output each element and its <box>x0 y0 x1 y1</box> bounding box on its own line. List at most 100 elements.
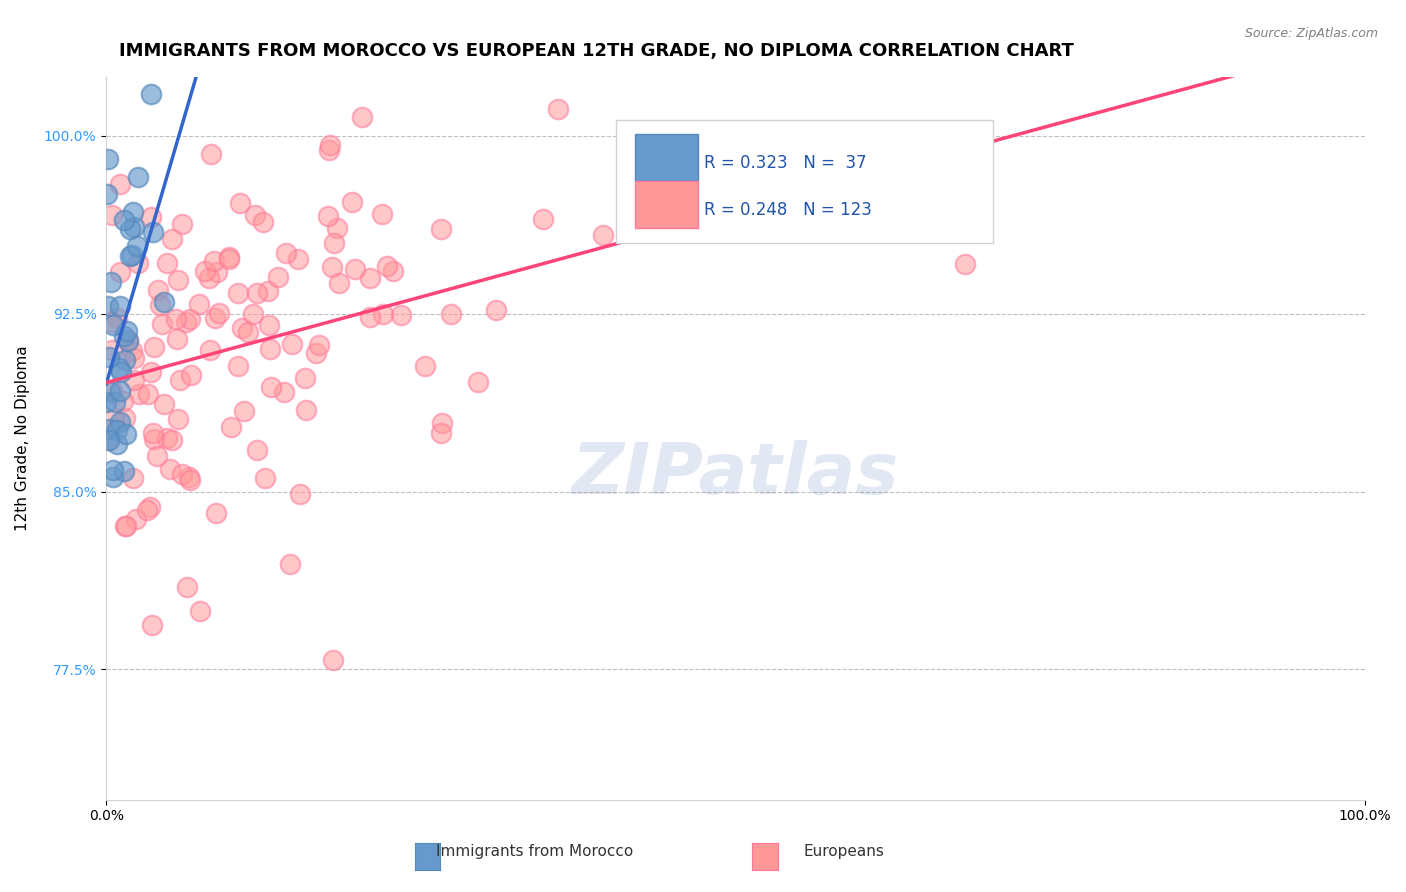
Point <box>139 210 162 224</box>
Point <box>308 338 330 352</box>
Point <box>343 262 366 277</box>
Point <box>197 271 219 285</box>
Point <box>104 395 127 409</box>
Point <box>389 308 412 322</box>
Point <box>117 334 139 348</box>
Point <box>112 329 135 343</box>
Point <box>108 384 131 399</box>
Point <box>305 346 328 360</box>
Point <box>176 580 198 594</box>
Point <box>278 558 301 572</box>
Point <box>141 87 163 102</box>
Point <box>97 299 120 313</box>
Point <box>98 350 121 364</box>
Point <box>167 273 190 287</box>
Point <box>166 332 188 346</box>
Point <box>204 506 226 520</box>
Point <box>120 249 142 263</box>
Point <box>254 471 277 485</box>
Point <box>413 359 436 374</box>
Point <box>231 320 253 334</box>
Point <box>319 137 342 152</box>
Point <box>96 395 118 409</box>
Point <box>273 384 295 399</box>
Point <box>127 255 149 269</box>
Point <box>101 470 124 484</box>
Point <box>96 187 118 202</box>
Point <box>127 239 149 253</box>
Point <box>322 653 344 667</box>
Point <box>100 422 122 436</box>
Point <box>295 403 318 417</box>
FancyBboxPatch shape <box>634 181 697 228</box>
Point <box>121 471 143 485</box>
Text: Immigrants from Morocco: Immigrants from Morocco <box>436 845 633 859</box>
Point <box>208 306 231 320</box>
Point <box>592 227 614 242</box>
Point <box>377 260 399 274</box>
Point <box>531 211 554 226</box>
Point <box>142 425 165 440</box>
Point <box>103 412 125 426</box>
FancyBboxPatch shape <box>634 135 697 181</box>
Point <box>142 340 165 354</box>
Point <box>953 257 976 271</box>
Point <box>260 380 283 394</box>
Point <box>287 252 309 266</box>
Point <box>200 147 222 161</box>
Point <box>359 271 381 285</box>
Point <box>281 337 304 351</box>
Point <box>127 169 149 184</box>
Text: IMMIGRANTS FROM MOROCCO VS EUROPEAN 12TH GRADE, NO DIPLOMA CORRELATION CHART: IMMIGRANTS FROM MOROCCO VS EUROPEAN 12TH… <box>120 42 1074 60</box>
Point <box>128 387 150 401</box>
Point <box>226 285 249 300</box>
Point <box>105 424 128 438</box>
Point <box>108 299 131 313</box>
Point <box>136 387 159 401</box>
Point <box>172 467 194 481</box>
Point <box>114 410 136 425</box>
Point <box>105 437 128 451</box>
Point <box>205 265 228 279</box>
Text: Europeans: Europeans <box>803 845 884 859</box>
Point <box>150 317 173 331</box>
Point <box>323 236 346 251</box>
Point <box>115 426 138 441</box>
Text: R = 0.323   N =  37: R = 0.323 N = 37 <box>704 154 866 172</box>
Point <box>236 325 259 339</box>
Point <box>167 411 190 425</box>
Point <box>112 464 135 478</box>
Point <box>122 219 145 234</box>
Point <box>252 215 274 229</box>
Point <box>179 469 201 483</box>
Point <box>97 152 120 166</box>
Point <box>242 307 264 321</box>
Point <box>288 487 311 501</box>
Point <box>371 307 394 321</box>
Point <box>100 384 122 399</box>
Point <box>121 343 143 358</box>
Point <box>114 518 136 533</box>
Point <box>141 617 163 632</box>
Point <box>257 318 280 333</box>
Point <box>179 473 201 487</box>
Point <box>112 394 135 409</box>
Point <box>202 254 225 268</box>
Point <box>257 284 280 298</box>
Point <box>110 365 132 379</box>
Text: Source: ZipAtlas.com: Source: ZipAtlas.com <box>1244 27 1378 40</box>
Point <box>326 221 349 235</box>
Point <box>246 443 269 458</box>
FancyBboxPatch shape <box>616 120 994 243</box>
Point <box>371 207 394 221</box>
Point <box>165 311 187 326</box>
Text: R = 0.248   N = 123: R = 0.248 N = 123 <box>704 202 872 219</box>
Point <box>350 110 373 124</box>
Point <box>359 310 381 325</box>
Point <box>103 463 125 477</box>
Point <box>430 222 453 236</box>
Point <box>342 194 364 209</box>
Point <box>382 263 405 277</box>
Point <box>108 177 131 191</box>
Point <box>174 315 197 329</box>
